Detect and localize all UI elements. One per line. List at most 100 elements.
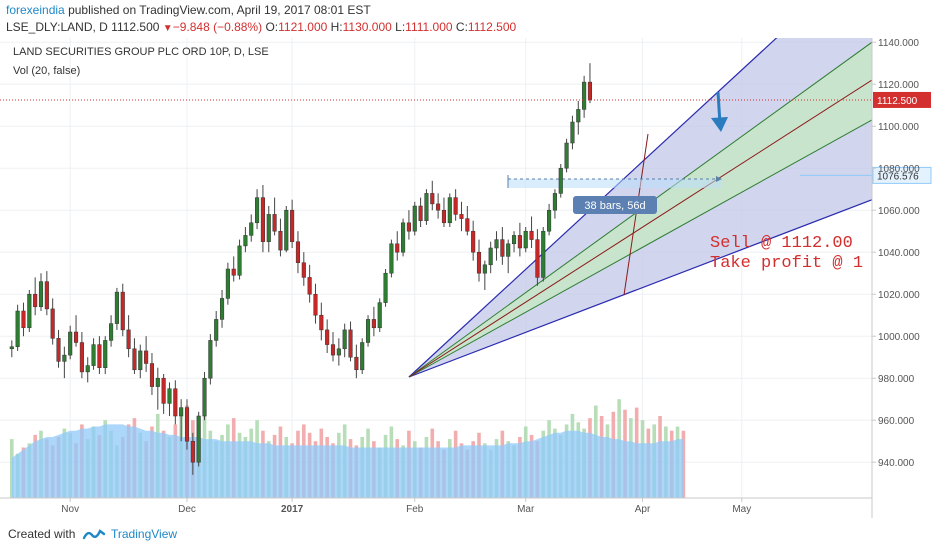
- candle-body: [126, 329, 131, 350]
- candle-body: [120, 291, 125, 331]
- candle-body: [365, 319, 371, 343]
- candle-body: [307, 277, 312, 295]
- candle-body: [225, 268, 230, 299]
- candle-body: [459, 214, 464, 219]
- down-arrow-icon: ▼: [162, 23, 173, 34]
- open-label: O:: [265, 20, 279, 34]
- measure-bubble: [573, 196, 657, 214]
- candle-body: [15, 310, 20, 347]
- x-tick-label: 2017: [281, 504, 304, 515]
- marker-price-tag: [872, 166, 932, 184]
- candle-body: [587, 81, 593, 101]
- candle-body: [330, 344, 336, 356]
- candle-body: [564, 142, 569, 169]
- close-value: 1112.500: [467, 20, 517, 34]
- candle-body: [535, 239, 540, 278]
- low-value: 1111.000: [405, 20, 453, 34]
- chart-frame[interactable]: 1112.500 1076.576 38 bars, 56d Sell @ 1112.…: [0, 38, 932, 518]
- trade-annotation: Sell @ 1112.00: [710, 234, 853, 253]
- candle-body: [488, 247, 493, 266]
- candle-body: [360, 342, 365, 371]
- candle-body: [50, 308, 55, 339]
- trade-annotation: Take profit @ 1: [710, 254, 863, 273]
- candle-body: [237, 245, 242, 276]
- candle-body: [272, 214, 277, 232]
- candle-body: [570, 121, 575, 144]
- candle-body: [219, 298, 225, 320]
- overlay-annotations: 1112.500 1076.576 38 bars, 56d Sell @ 1112.…: [0, 91, 932, 273]
- candle-body: [167, 388, 172, 404]
- date-range-box: [508, 179, 722, 188]
- candle-body: [476, 251, 482, 274]
- candle-body: [132, 348, 137, 371]
- candle-body: [85, 365, 90, 373]
- publish-info: published on TradingView.com, April 19, …: [68, 3, 371, 17]
- y-tick-label: 1020.000: [878, 290, 920, 301]
- candle-body: [44, 281, 49, 310]
- candle-body: [109, 323, 114, 341]
- candle-body: [523, 230, 528, 249]
- candle-body: [430, 193, 435, 205]
- y-tick-label: 1040.000: [878, 248, 920, 259]
- candle-body: [161, 377, 166, 404]
- candle-body: [79, 342, 84, 373]
- sell-arrow-icon: [711, 117, 728, 132]
- candle-body: [336, 348, 341, 356]
- candle-body: [56, 338, 61, 362]
- x-tick-label: May: [732, 504, 751, 515]
- candle-body: [401, 222, 406, 253]
- volume-indicator-label: Vol (20, false): [13, 65, 80, 77]
- candle-body: [453, 197, 458, 215]
- x-tick-label: Apr: [635, 504, 651, 515]
- low-label: L:: [395, 20, 406, 34]
- candle-body: [173, 388, 178, 417]
- candle-body: [62, 354, 67, 362]
- candle-body: [301, 262, 306, 278]
- candle-body: [138, 350, 143, 371]
- time-axis[interactable]: Nov Dec 2017 Feb Mar Apr May: [61, 498, 751, 515]
- symbol-label: LSE_DLY:LAND, D: [6, 20, 108, 34]
- candle-body: [412, 205, 417, 232]
- candle-body: [196, 415, 201, 463]
- candle-body: [418, 205, 423, 221]
- close-label: C:: [455, 20, 468, 34]
- author-link[interactable]: forexeindia: [6, 3, 65, 17]
- y-tick-label: 1140.000: [878, 38, 919, 49]
- candle-body: [500, 239, 505, 257]
- candle-body: [190, 440, 195, 463]
- candle-body: [371, 319, 376, 329]
- tradingview-logo-icon[interactable]: [82, 526, 106, 542]
- candle-body: [313, 293, 318, 316]
- x-tick-label: Dec: [178, 504, 196, 515]
- volume-ma-area: [11, 424, 684, 498]
- candle-body: [552, 193, 557, 211]
- x-tick-label: Feb: [406, 504, 424, 515]
- y-tick-label: 1100.000: [878, 122, 919, 133]
- candle-body: [582, 81, 587, 110]
- candle-body: [290, 209, 295, 242]
- candle-body: [395, 243, 400, 253]
- measure-label: 38 bars, 56d: [584, 200, 645, 212]
- candle-body: [266, 214, 271, 242]
- last-price-tag: [873, 91, 931, 108]
- candle-body: [38, 281, 44, 308]
- fan-line-median: [408, 79, 872, 378]
- open-value: 1121.000: [278, 20, 328, 34]
- high-value: 1130.000: [342, 20, 392, 34]
- candle-body: [511, 235, 517, 245]
- candlestick-chart[interactable]: 1112.500 1076.576 38 bars, 56d Sell @ 1112.…: [0, 38, 932, 518]
- tradingview-link[interactable]: TradingView: [111, 527, 178, 541]
- candle-body: [558, 167, 563, 194]
- candle-body: [354, 356, 359, 371]
- candle-body: [295, 241, 301, 263]
- candle-body: [284, 209, 289, 251]
- price-axis[interactable]: 1140.000 1120.000 1100.000 1080.000 1060.000…: [872, 38, 920, 469]
- ohlc-line: LSE_DLY:LAND, D 1112.500 ▼−9.848 (−0.88%…: [6, 20, 516, 34]
- candle-body: [27, 293, 32, 329]
- date-range-arrow-icon: [716, 176, 722, 182]
- x-tick-label: Mar: [517, 504, 535, 515]
- candle-body: [541, 230, 546, 278]
- fan-line-outer: [408, 199, 872, 378]
- last-price: 1112.500: [111, 20, 160, 34]
- candle-body: [482, 264, 487, 274]
